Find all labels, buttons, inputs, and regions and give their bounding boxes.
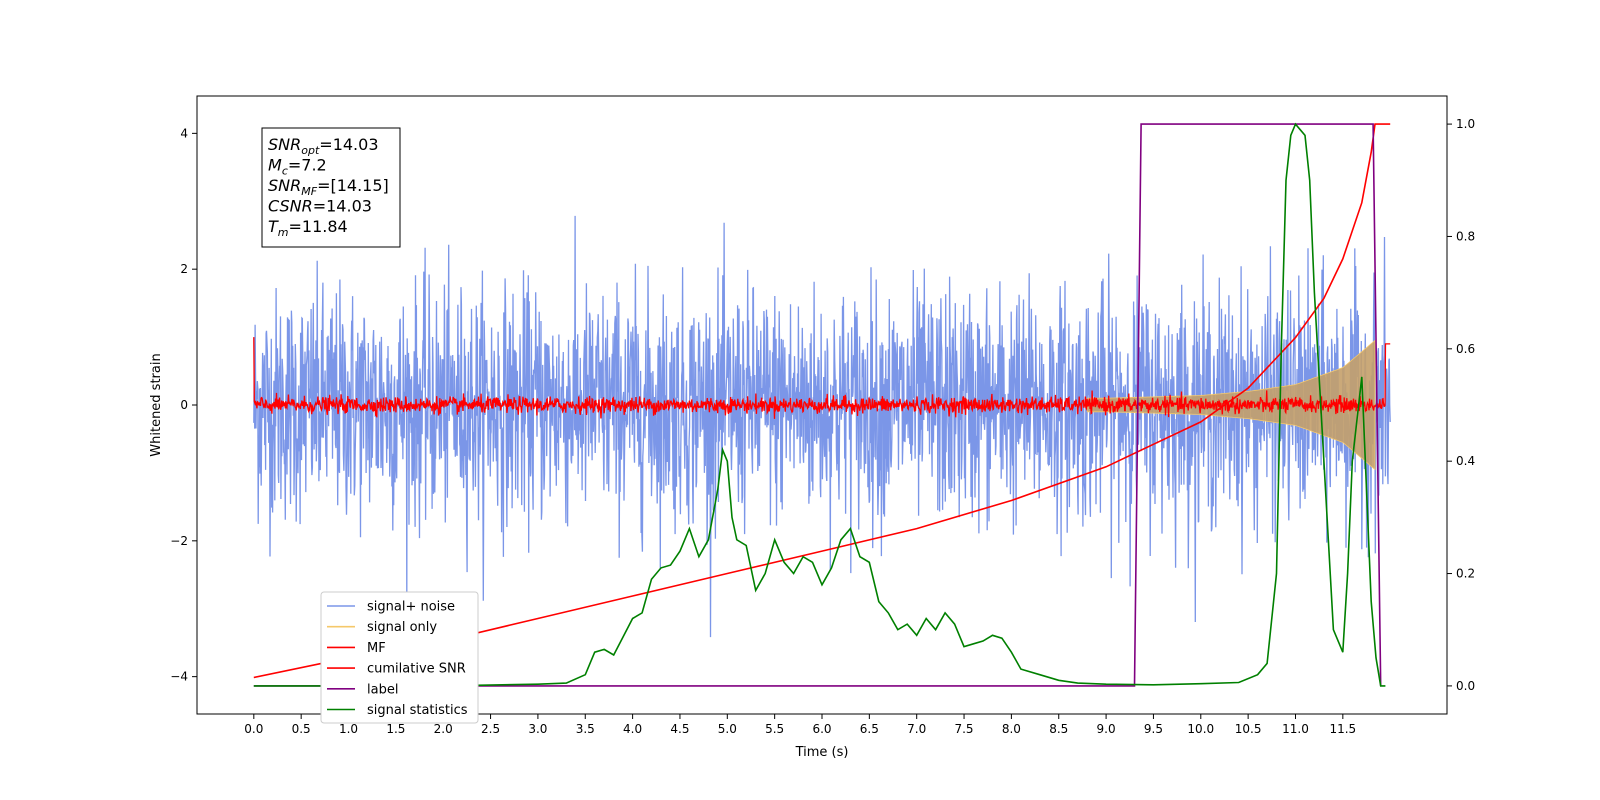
x-tick-label: 11.0: [1282, 722, 1309, 736]
annotation-line: SNRopt=14.03: [268, 135, 379, 157]
x-tick-label: 1.0: [339, 722, 358, 736]
y-tick-label: 4: [180, 126, 188, 140]
x-tick-label: 3.5: [576, 722, 595, 736]
x-tick-label: 10.0: [1187, 722, 1214, 736]
x-tick-label: 11.5: [1329, 722, 1356, 736]
x-tick-label: 2.5: [481, 722, 500, 736]
legend-label: label: [367, 682, 398, 697]
x-tick-label: 0.0: [244, 722, 263, 736]
y2-tick-label: 0.4: [1456, 454, 1475, 468]
y-tick-label: 0: [180, 398, 188, 412]
series-cumilative-snr: [253, 123, 1391, 679]
x-tick-label: 6.0: [812, 722, 831, 736]
x-tick-label: 9.5: [1144, 722, 1163, 736]
legend-label: signal only: [367, 620, 437, 635]
y2-tick-label: 0.8: [1456, 229, 1475, 243]
series-mf: [253, 337, 1391, 419]
x-tick-label: 4.0: [623, 722, 642, 736]
x-tick-label: 8.5: [1049, 722, 1068, 736]
x-tick-label: 8.0: [1002, 722, 1021, 736]
annotation-line: CSNR=14.03: [268, 197, 372, 216]
series-signal-statistics: [253, 122, 1386, 687]
x-tick-label: 7.5: [954, 722, 973, 736]
y-tick-label: 2: [180, 262, 188, 276]
x-tick-label: 1.5: [386, 722, 405, 736]
y-tick-label: −2: [170, 534, 188, 548]
legend-label: MF: [367, 641, 386, 656]
legend-label: signal statistics: [367, 703, 468, 718]
y-axis-left: 4 2 0 −2 −4: [170, 126, 197, 684]
x-tick-label: 2.0: [434, 722, 453, 736]
x-tick-label: 6.5: [860, 722, 879, 736]
x-tick-label: 4.5: [670, 722, 689, 736]
plot-area: [253, 122, 1391, 687]
y2-tick-label: 0.6: [1456, 342, 1475, 356]
y-tick-label: −4: [170, 670, 188, 684]
annotation-line: Tm=11.84: [268, 217, 348, 239]
x-axis: 0.0 0.5 1.0 1.5 2.0 2.5 3.0 3.5 4.0 4.5 5.0 5.5 6.0 6…: [244, 714, 1356, 736]
x-tick-label: 0.5: [292, 722, 311, 736]
series-signal-noise: [253, 215, 1391, 638]
y-axis-label: Whitened strain: [149, 353, 164, 456]
x-tick-label: 7.0: [907, 722, 926, 736]
y2-tick-label: 1.0: [1456, 117, 1475, 131]
legend-label: cumilative SNR: [367, 662, 466, 677]
x-tick-label: 3.0: [528, 722, 547, 736]
x-axis-label: Time (s): [795, 745, 849, 760]
y2-tick-label: 0.2: [1456, 567, 1475, 581]
legend: signal+ noise signal only MF cumilative SNR…: [320, 591, 479, 724]
annotation-box: SNRopt=14.03Mc=7.2SNRMF=[14.15]CSNR=14.0…: [261, 127, 401, 248]
annotation-line: Mc=7.2: [268, 156, 327, 178]
x-tick-label: 9.0: [1097, 722, 1116, 736]
legend-label: signal+ noise: [367, 600, 455, 615]
x-tick-label: 5.0: [718, 722, 737, 736]
series-label: [253, 123, 1382, 687]
x-tick-label: 5.5: [765, 722, 784, 736]
y-axis-right: 1.0 0.8 0.6 0.4 0.2 0.0: [1447, 117, 1475, 693]
x-tick-label: 10.5: [1235, 722, 1262, 736]
annotation-line: SNRMF=[14.15]: [268, 176, 389, 198]
y2-tick-label: 0.0: [1456, 679, 1475, 693]
